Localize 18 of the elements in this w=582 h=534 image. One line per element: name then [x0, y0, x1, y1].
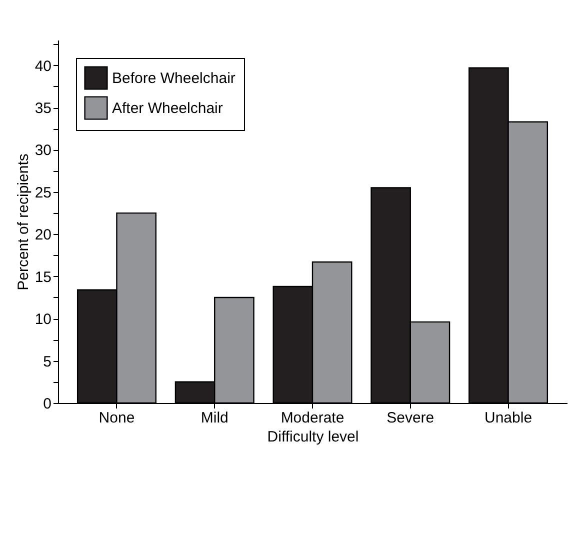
y-tick-label: 0 — [43, 396, 52, 412]
x-tick-label: None — [98, 410, 135, 426]
y-tick-label: 30 — [34, 142, 52, 160]
y-tick-label: 15 — [34, 268, 52, 286]
x-tick-label: Severe — [386, 410, 434, 426]
x-axis-title: Difficulty level — [267, 428, 359, 446]
y-tick-label: 35 — [34, 100, 52, 118]
x-tick-label: Unable — [484, 410, 532, 426]
x-tick-label: Mild — [200, 410, 228, 426]
y-tick-label: 5 — [43, 353, 52, 370]
legend-label: After Wheelchair — [112, 100, 223, 117]
legend-label: Before Wheelchair — [112, 70, 236, 87]
y-tick-label: 40 — [34, 58, 52, 75]
x-tick-label: Moderate — [280, 410, 344, 426]
y-axis-title: Percent of recipients — [14, 154, 32, 290]
y-tick-label: 10 — [34, 311, 52, 328]
y-tick-label: 20 — [34, 226, 52, 244]
y-tick-label: 25 — [34, 184, 52, 202]
